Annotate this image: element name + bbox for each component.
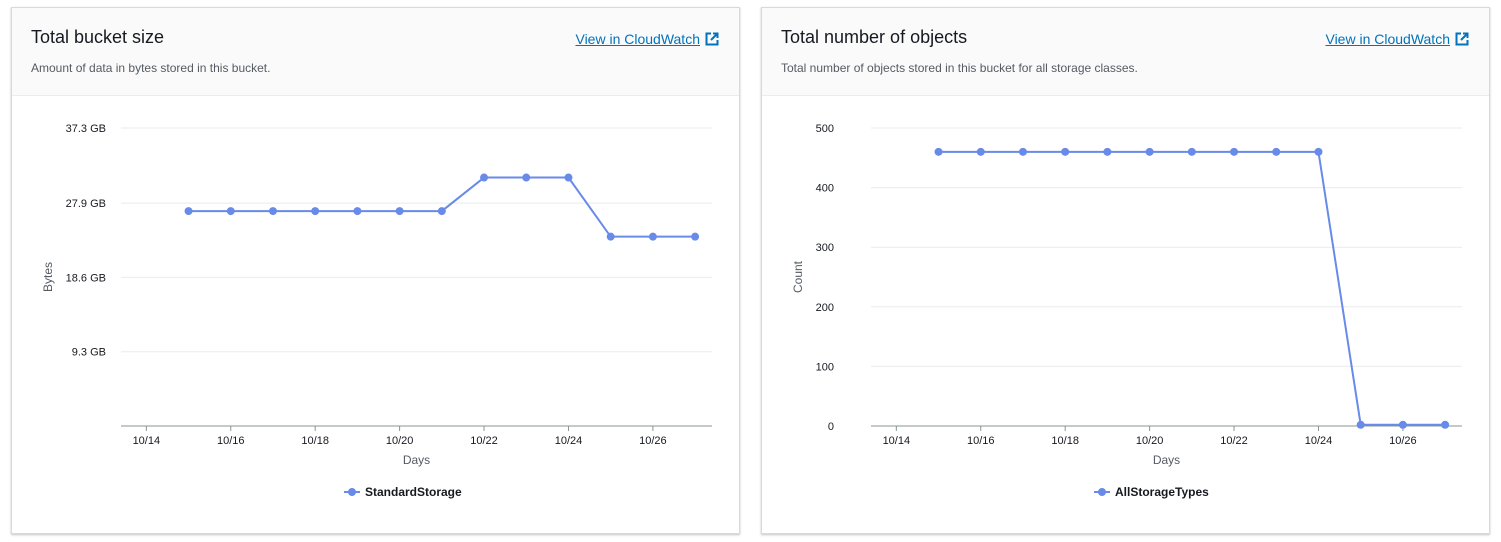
- data-point: [1018, 147, 1027, 156]
- x-tick-label: 10/20: [1136, 435, 1164, 447]
- data-point: [1230, 147, 1239, 156]
- legend: StandardStorage: [344, 485, 462, 499]
- legend-label: AllStorageTypes: [1115, 485, 1209, 499]
- data-point: [184, 207, 193, 216]
- external-link-icon: [705, 32, 719, 46]
- link-label: View in CloudWatch: [575, 31, 700, 47]
- data-point: [437, 207, 446, 216]
- data-point: [353, 207, 362, 216]
- data-point: [1441, 420, 1450, 429]
- data-point: [480, 173, 489, 182]
- data-point: [648, 232, 657, 241]
- x-tick-label: 10/16: [217, 435, 245, 447]
- panel-title: Total bucket size: [31, 27, 165, 47]
- legend-marker: [1098, 488, 1106, 496]
- object-count-chart: 0 100 200 300 400 500 10/14 10/16 10/18 10/20 10/2…: [791, 123, 1462, 499]
- data-point: [606, 232, 615, 241]
- panel-header: Total number of objects Total number of …: [762, 8, 1489, 96]
- y-axis-title: Count: [791, 260, 805, 293]
- data-point: [1356, 420, 1365, 429]
- x-tick-label: 10/14: [133, 435, 161, 447]
- bucket-size-chart: 9.3 GB 18.6 GB 27.9 GB 37.3 GB 10/14 10/16 10/…: [41, 123, 712, 499]
- data-point: [691, 232, 700, 241]
- x-axis-title: Days: [403, 453, 430, 467]
- x-tick-label: 10/24: [555, 435, 583, 447]
- x-tick-label: 10/26: [639, 435, 667, 447]
- data-point: [226, 207, 235, 216]
- data-point: [976, 147, 985, 156]
- external-link-icon: [1455, 32, 1469, 46]
- bucket-size-panel: Total bucket size Amount of data in byte…: [11, 7, 740, 534]
- data-point: [1187, 147, 1196, 156]
- y-tick-label: 200: [816, 302, 834, 314]
- y-tick-label: 37.3 GB: [66, 123, 106, 135]
- data-point: [268, 207, 277, 216]
- data-point: [1272, 147, 1281, 156]
- x-tick-label: 10/16: [967, 435, 995, 447]
- panel-description: Total number of objects stored in this b…: [781, 61, 1138, 75]
- x-tick-label: 10/22: [1220, 435, 1248, 447]
- y-tick-label: 0: [828, 421, 834, 433]
- x-tick-label: 10/24: [1305, 435, 1333, 447]
- series-line: [938, 150, 1446, 426]
- data-point: [564, 173, 573, 182]
- y-tick-label: 100: [816, 361, 834, 373]
- y-axis-title: Bytes: [41, 262, 55, 292]
- legend-label: StandardStorage: [365, 485, 462, 499]
- panel-description: Amount of data in bytes stored in this b…: [31, 61, 271, 75]
- y-tick-label: 300: [816, 242, 834, 254]
- data-point: [1061, 147, 1070, 156]
- panel-title: Total number of objects: [781, 27, 968, 47]
- data-point: [522, 173, 531, 182]
- y-tick-label: 27.9 GB: [66, 198, 106, 210]
- x-tick-label: 10/26: [1389, 435, 1417, 447]
- x-tick-label: 10/14: [883, 435, 911, 447]
- x-tick-label: 10/22: [470, 435, 498, 447]
- x-axis-title: Days: [1153, 453, 1180, 467]
- data-point: [311, 207, 320, 216]
- x-tick-label: 10/18: [1051, 435, 1079, 447]
- data-point: [1103, 147, 1112, 156]
- data-point: [934, 147, 943, 156]
- x-tick-label: 10/18: [301, 435, 329, 447]
- panel-header: Total bucket size Amount of data in byte…: [12, 8, 739, 96]
- legend: AllStorageTypes: [1094, 485, 1209, 499]
- data-point: [1314, 147, 1323, 156]
- data-point: [1145, 147, 1154, 156]
- y-tick-label: 9.3 GB: [72, 347, 106, 359]
- y-tick-label: 18.6 GB: [66, 272, 106, 284]
- legend-marker: [348, 488, 356, 496]
- view-in-cloudwatch-link[interactable]: View in CloudWatch: [575, 31, 719, 47]
- link-label: View in CloudWatch: [1325, 31, 1450, 47]
- y-tick-label: 400: [816, 183, 834, 195]
- object-count-panel: Total number of objects Total number of …: [761, 7, 1490, 534]
- data-point: [395, 207, 404, 216]
- view-in-cloudwatch-link[interactable]: View in CloudWatch: [1325, 31, 1469, 47]
- data-point: [1398, 420, 1407, 429]
- y-tick-label: 500: [816, 123, 834, 135]
- x-tick-label: 10/20: [386, 435, 414, 447]
